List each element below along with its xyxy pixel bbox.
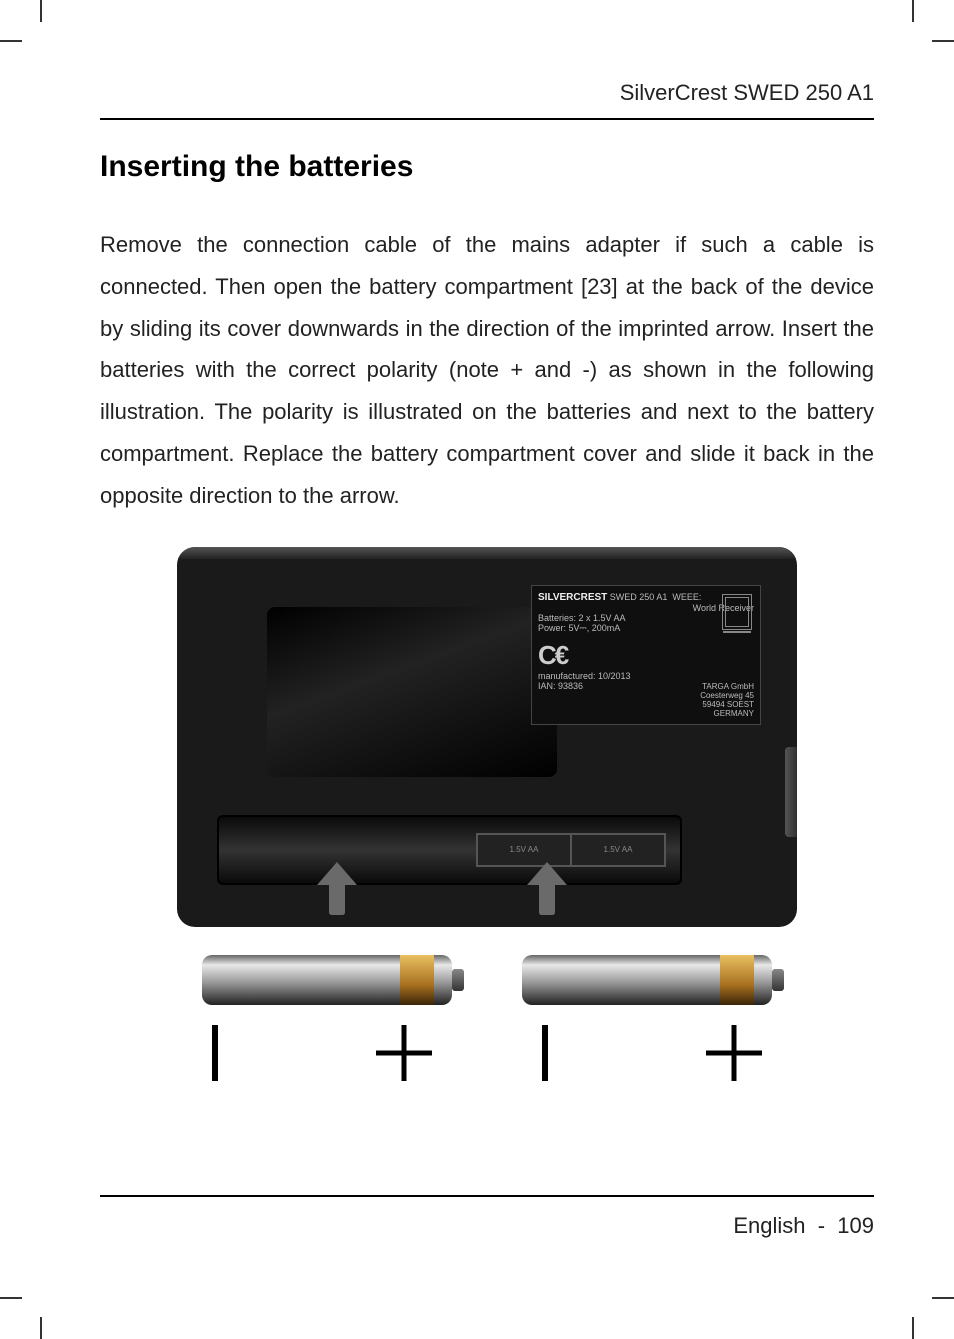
weee-bin-icon xyxy=(722,594,752,630)
label-model: SWED 250 A1 xyxy=(610,592,668,602)
battery-bay: 1.5V AA 1.5V AA xyxy=(217,815,682,885)
label-mfd: manufactured: 10/2013 xyxy=(538,671,754,681)
footer-page: 109 xyxy=(837,1213,874,1238)
device-back: SILVERCREST SWED 250 A1 WEEE: World Rece… xyxy=(177,547,797,927)
aa-battery xyxy=(522,955,772,1005)
minus-icon xyxy=(542,1025,548,1081)
battery-illustration: SILVERCREST SWED 250 A1 WEEE: World Rece… xyxy=(177,547,797,1081)
label-brand: SILVERCREST xyxy=(538,592,607,603)
aa-battery xyxy=(202,955,452,1005)
device-label-plate: SILVERCREST SWED 250 A1 WEEE: World Rece… xyxy=(531,585,761,725)
page-footer: English - 109 xyxy=(100,1195,874,1239)
label-addr2: 59494 SOEST xyxy=(700,700,754,709)
label-addr1: Coesterweg 45 xyxy=(700,691,754,700)
minus-icon xyxy=(212,1025,218,1081)
body-paragraph: Remove the connection cable of the mains… xyxy=(100,224,874,517)
batteries-row xyxy=(177,955,797,1005)
label-company: TARGA GmbH xyxy=(700,682,754,691)
battery-slot-markings: 1.5V AA 1.5V AA xyxy=(476,833,666,867)
page: SilverCrest SWED 250 A1 Inserting the ba… xyxy=(100,80,874,1239)
plus-icon xyxy=(706,1025,762,1081)
ce-mark-icon: C€ xyxy=(538,640,754,671)
section-heading: Inserting the batteries xyxy=(100,150,874,184)
label-weee: WEEE: xyxy=(672,592,701,602)
polarity-row xyxy=(177,1025,797,1081)
plus-icon xyxy=(376,1025,432,1081)
footer-lang: English xyxy=(733,1213,805,1238)
header-product: SilverCrest SWED 250 A1 xyxy=(100,80,874,120)
footer-sep: - xyxy=(818,1213,825,1238)
battery-cover xyxy=(267,607,557,777)
label-addr3: GERMANY xyxy=(700,709,754,718)
side-knob xyxy=(785,747,797,837)
